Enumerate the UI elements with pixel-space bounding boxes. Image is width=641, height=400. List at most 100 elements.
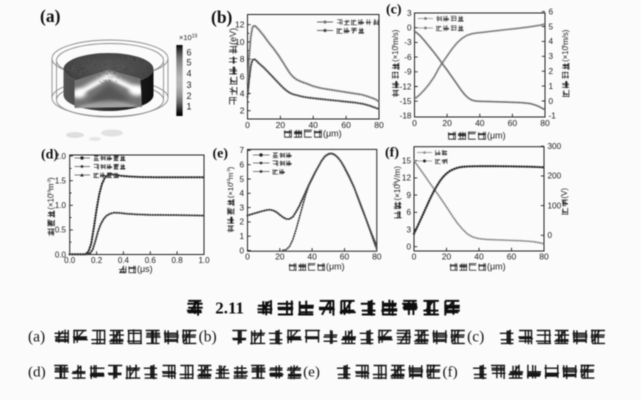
svg-text:m/s): m/s) bbox=[561, 29, 570, 45]
svg-text:(eV): (eV) bbox=[228, 28, 238, 45]
svg-text:(×10: (×10 bbox=[391, 45, 400, 61]
svg-text:(b): (b) bbox=[211, 7, 233, 27]
svg-text:(×10: (×10 bbox=[561, 45, 570, 61]
svg-text:(d): (d) bbox=[28, 364, 46, 381]
svg-text:6: 6 bbox=[187, 48, 192, 58]
svg-text:m: m bbox=[47, 184, 56, 191]
svg-text:60: 60 bbox=[508, 118, 518, 128]
svg-text:0: 0 bbox=[406, 243, 411, 252]
svg-text:0: 0 bbox=[412, 118, 417, 128]
svg-text:-12: -12 bbox=[400, 82, 412, 91]
svg-text:(×10: (×10 bbox=[226, 183, 235, 198]
svg-text:5: 5 bbox=[393, 183, 399, 186]
svg-text:2.0: 2.0 bbox=[55, 152, 67, 161]
svg-text:(b): (b) bbox=[199, 329, 217, 346]
svg-text:): ) bbox=[47, 177, 56, 180]
svg-text:m/s): m/s) bbox=[391, 29, 400, 45]
svg-text:40: 40 bbox=[474, 252, 484, 262]
svg-text:0.8: 0.8 bbox=[172, 256, 184, 265]
svg-text:19: 19 bbox=[226, 178, 231, 184]
svg-text:-18: -18 bbox=[400, 112, 412, 121]
svg-text:1.5: 1.5 bbox=[55, 177, 67, 186]
svg-text:3: 3 bbox=[407, 9, 412, 18]
svg-text:0: 0 bbox=[407, 24, 412, 33]
svg-text:-3: -3 bbox=[226, 169, 231, 174]
svg-text:3: 3 bbox=[406, 225, 411, 234]
svg-text:m: m bbox=[226, 173, 235, 179]
svg-text:0.2: 0.2 bbox=[91, 256, 103, 265]
svg-text:(×10: (×10 bbox=[393, 184, 402, 201]
svg-text:100: 100 bbox=[548, 201, 562, 210]
svg-text:6: 6 bbox=[549, 7, 554, 16]
svg-text:1: 1 bbox=[187, 101, 192, 111]
svg-text:1: 1 bbox=[549, 82, 554, 91]
svg-text:0: 0 bbox=[412, 252, 417, 262]
svg-text:80: 80 bbox=[539, 252, 549, 262]
svg-text:(×10: (×10 bbox=[47, 193, 56, 209]
svg-text:12: 12 bbox=[402, 174, 412, 183]
svg-text:6: 6 bbox=[406, 208, 411, 217]
svg-text:80: 80 bbox=[372, 252, 382, 262]
svg-text:(d): (d) bbox=[41, 148, 58, 163]
svg-text:4: 4 bbox=[549, 37, 554, 46]
svg-text:6: 6 bbox=[239, 161, 244, 170]
svg-text:3: 3 bbox=[187, 80, 192, 90]
svg-text:-1: -1 bbox=[549, 112, 557, 121]
svg-text:0: 0 bbox=[548, 231, 553, 240]
svg-text:-3: -3 bbox=[46, 179, 52, 184]
svg-text:0.0: 0.0 bbox=[64, 256, 76, 265]
svg-text:4: 4 bbox=[239, 189, 244, 198]
svg-text:60: 60 bbox=[507, 252, 517, 262]
svg-text:3: 3 bbox=[549, 52, 554, 61]
svg-text:(μm): (μm) bbox=[487, 130, 506, 140]
svg-text:(μs): (μs) bbox=[137, 264, 153, 274]
svg-text:V/m): V/m) bbox=[393, 166, 402, 183]
svg-text:0: 0 bbox=[245, 120, 250, 130]
svg-text:(f): (f) bbox=[443, 364, 458, 381]
svg-text:1.0: 1.0 bbox=[198, 256, 210, 265]
svg-text:80: 80 bbox=[540, 118, 550, 128]
svg-text:20: 20 bbox=[276, 120, 286, 130]
svg-text:(e): (e) bbox=[213, 147, 229, 162]
svg-text:(c): (c) bbox=[386, 3, 402, 18]
svg-text:(μm): (μm) bbox=[323, 128, 342, 138]
svg-text:5: 5 bbox=[549, 22, 554, 31]
svg-text:×1019: ×1019 bbox=[179, 33, 198, 42]
svg-text:5: 5 bbox=[561, 44, 567, 47]
svg-text:20: 20 bbox=[442, 252, 452, 262]
svg-text:-15: -15 bbox=[400, 97, 412, 106]
svg-text:2: 2 bbox=[239, 218, 244, 227]
svg-text:-3: -3 bbox=[404, 38, 412, 47]
svg-text:(a): (a) bbox=[40, 6, 61, 26]
svg-text:): ) bbox=[226, 166, 235, 169]
svg-text:40: 40 bbox=[308, 120, 318, 130]
svg-text:3: 3 bbox=[391, 44, 397, 47]
svg-text:(μm): (μm) bbox=[326, 261, 345, 271]
svg-text:0.6: 0.6 bbox=[145, 256, 157, 265]
svg-text:12: 12 bbox=[235, 20, 245, 30]
svg-text:(c): (c) bbox=[467, 329, 484, 346]
svg-text:15: 15 bbox=[402, 156, 412, 165]
svg-text:80: 80 bbox=[374, 120, 384, 130]
svg-text:40: 40 bbox=[475, 118, 485, 128]
svg-text:6: 6 bbox=[240, 71, 245, 81]
svg-text:9: 9 bbox=[406, 191, 411, 200]
svg-text:20: 20 bbox=[275, 252, 285, 262]
svg-text:(a): (a) bbox=[28, 329, 45, 346]
svg-text:4: 4 bbox=[240, 89, 245, 99]
svg-text:0.5: 0.5 bbox=[55, 226, 67, 235]
svg-text:-9: -9 bbox=[404, 68, 412, 77]
svg-text:60: 60 bbox=[340, 252, 350, 262]
svg-text:7: 7 bbox=[239, 146, 244, 155]
svg-text:(e): (e) bbox=[303, 364, 320, 381]
svg-text:20: 20 bbox=[442, 118, 452, 128]
svg-text:(V): (V) bbox=[560, 188, 569, 199]
svg-text:0: 0 bbox=[239, 246, 244, 255]
svg-text:19: 19 bbox=[46, 189, 52, 195]
svg-text:3: 3 bbox=[239, 203, 244, 212]
svg-text:10: 10 bbox=[235, 37, 245, 47]
svg-text:1: 1 bbox=[239, 232, 244, 241]
svg-text:5: 5 bbox=[239, 175, 244, 184]
svg-text:8: 8 bbox=[240, 54, 245, 64]
svg-text:60: 60 bbox=[341, 120, 351, 130]
